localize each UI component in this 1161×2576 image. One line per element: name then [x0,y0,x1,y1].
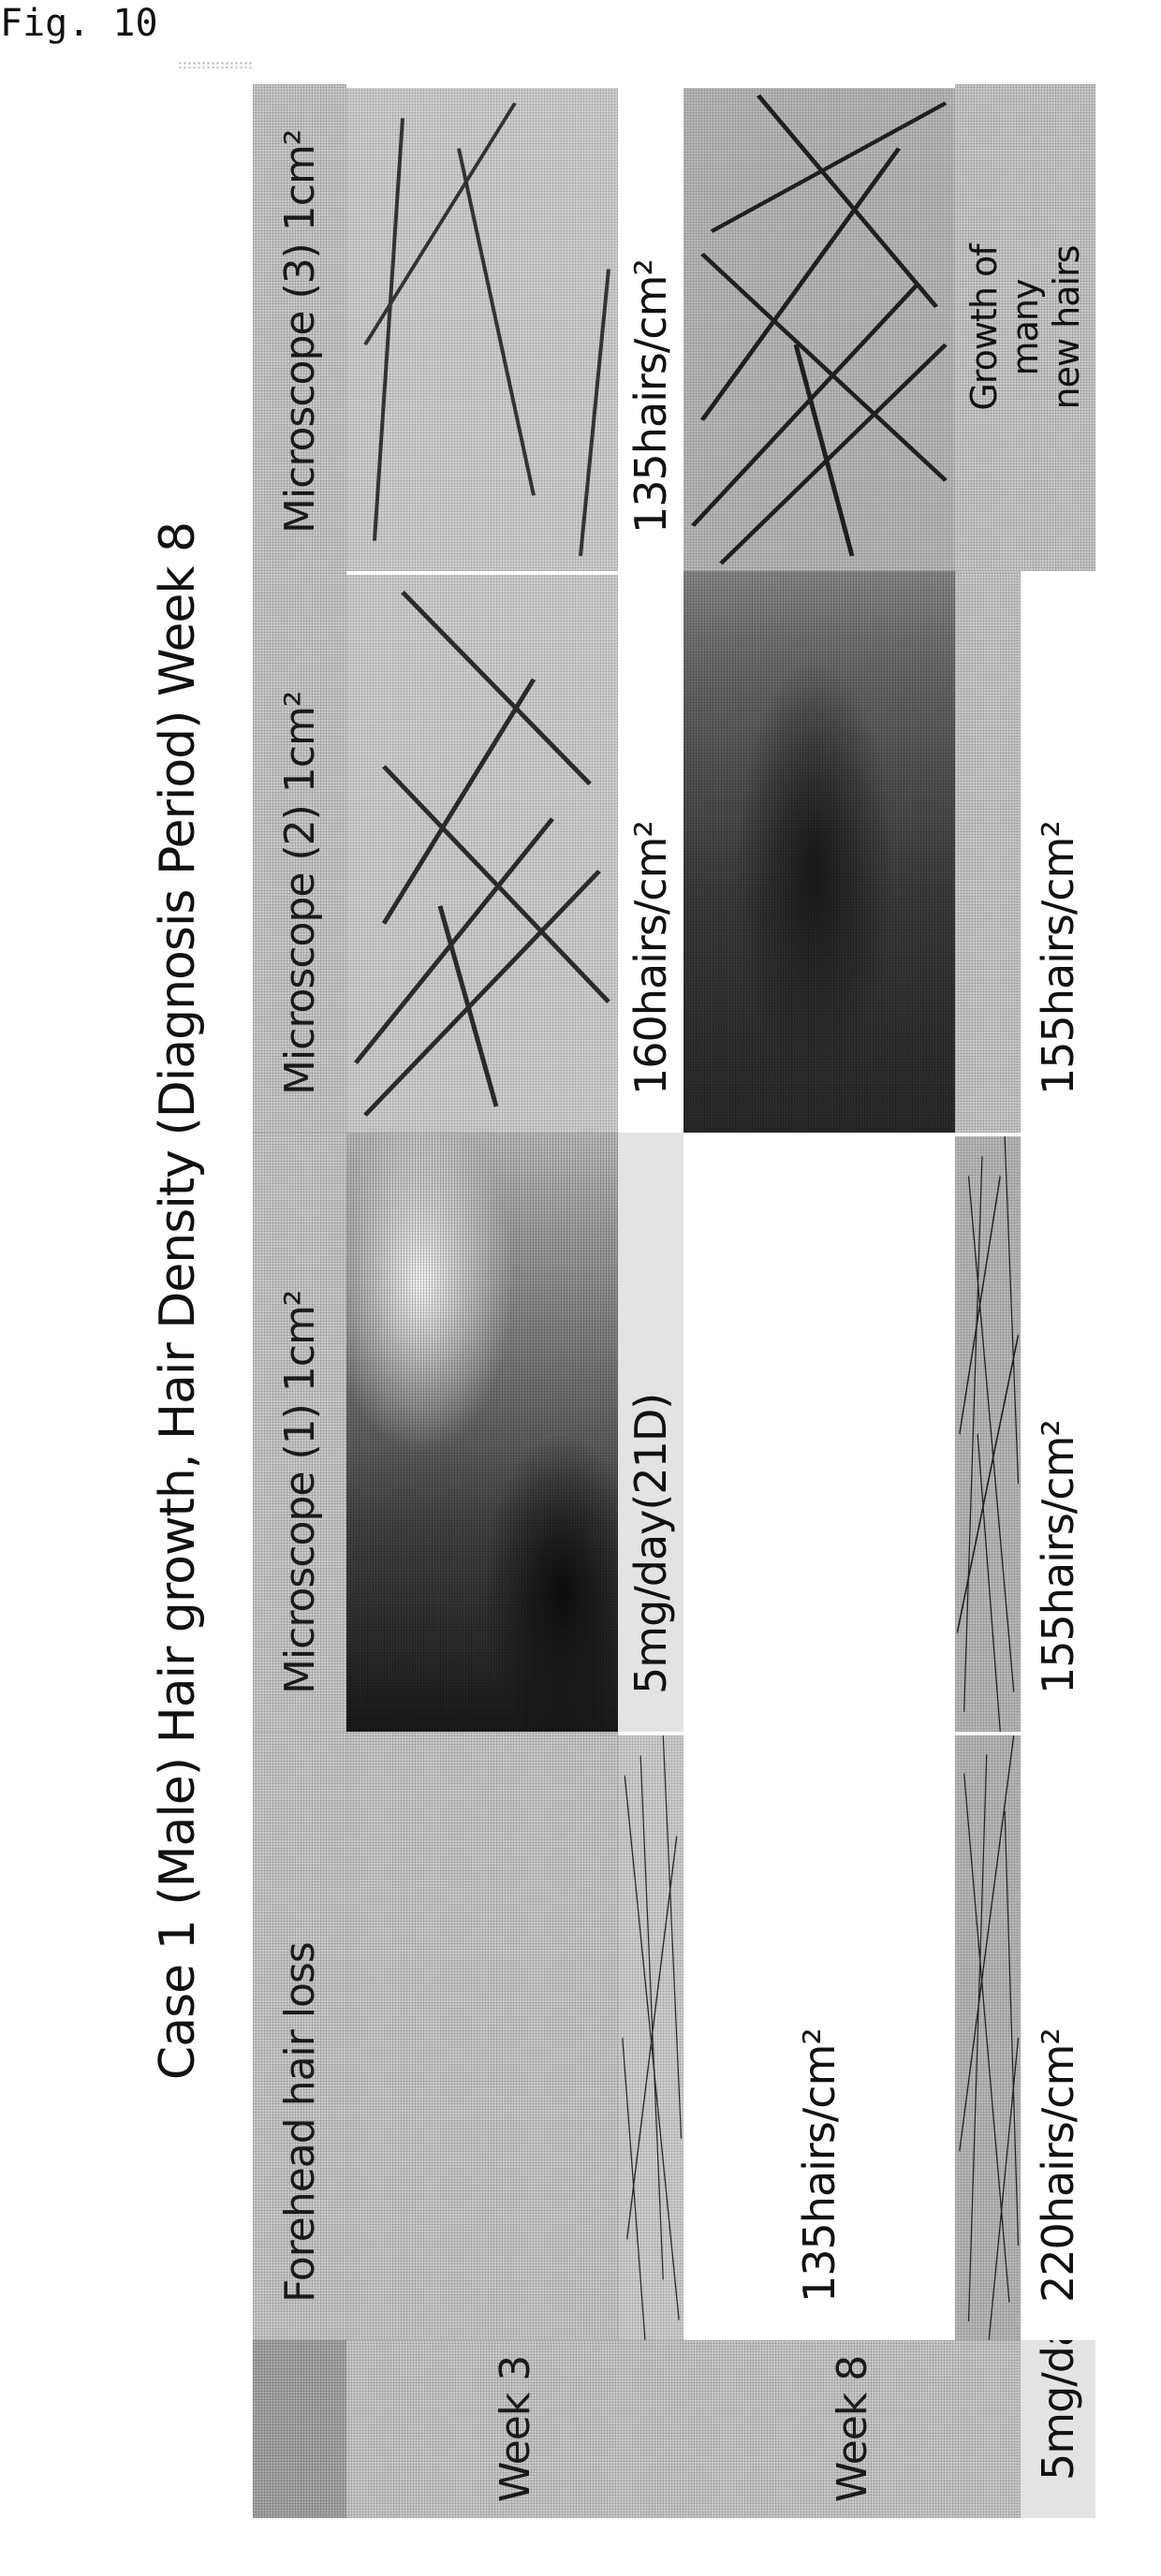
note-line-1: Growth of [963,84,1005,571]
density-3-week8: 155hairs/cm² [1021,571,1095,1133]
microscope-2-photo-week8 [955,1732,1021,2340]
header-microscope-2: Microscope (2) 1cm² [253,571,346,1133]
microscope-1-photo-week3 [346,571,618,1133]
density-2-week3: 135hairs/cm² [618,84,683,571]
microscope-2-photo-week3 [346,84,618,571]
forehead-photo-week3 [346,1133,618,1732]
week8-note: Growth of many new hairs [955,84,1095,571]
microscope-1-photo-week8 [683,84,955,571]
microscope-3-photo-week8 [955,1133,1021,1732]
density-1-week3: 160hairs/cm² [618,571,683,1133]
density-1-week8: 220hairs/cm² [1021,1732,1095,2340]
note-line-2: many [1005,84,1046,571]
week8-note-spacer [955,571,1021,1133]
row-label-week3: Week 3 [346,2340,683,2518]
dose-week3: 5mg/day(21D) [618,1133,683,1732]
figure-caption: Case 1 (Male) Hair growth, Hair Density … [131,84,225,2518]
density-2-week8: 155hairs/cm² [1021,1133,1095,1732]
density-3-week3: 135hairs/cm² [683,1732,955,2340]
header-microscope-3: Microscope (3) 1cm² [253,84,346,571]
header-corner [253,2340,346,2518]
week3-note-cell [346,1732,618,2340]
scan-artifact [178,61,253,68]
rotated-figure: Case 1 (Male) Hair growth, Hair Density … [131,84,1095,2518]
week3-note-value [683,1133,955,1732]
hair-density-table: Forehead hair loss Microscope (1) 1cm² M… [253,84,1095,2518]
microscope-3-photo-week3 [618,1732,683,2340]
row-label-week8: Week 8 [683,2340,1021,2518]
dose-week8: 5mg/day(56D) [1021,2340,1095,2518]
header-microscope-1: Microscope (1) 1cm² [253,1133,346,1732]
figure-label: Fig. 10 [0,2,158,45]
forehead-photo-week8 [683,571,955,1133]
note-line-3: new hairs [1046,84,1087,571]
header-forehead: Forehead hair loss [253,1732,346,2340]
